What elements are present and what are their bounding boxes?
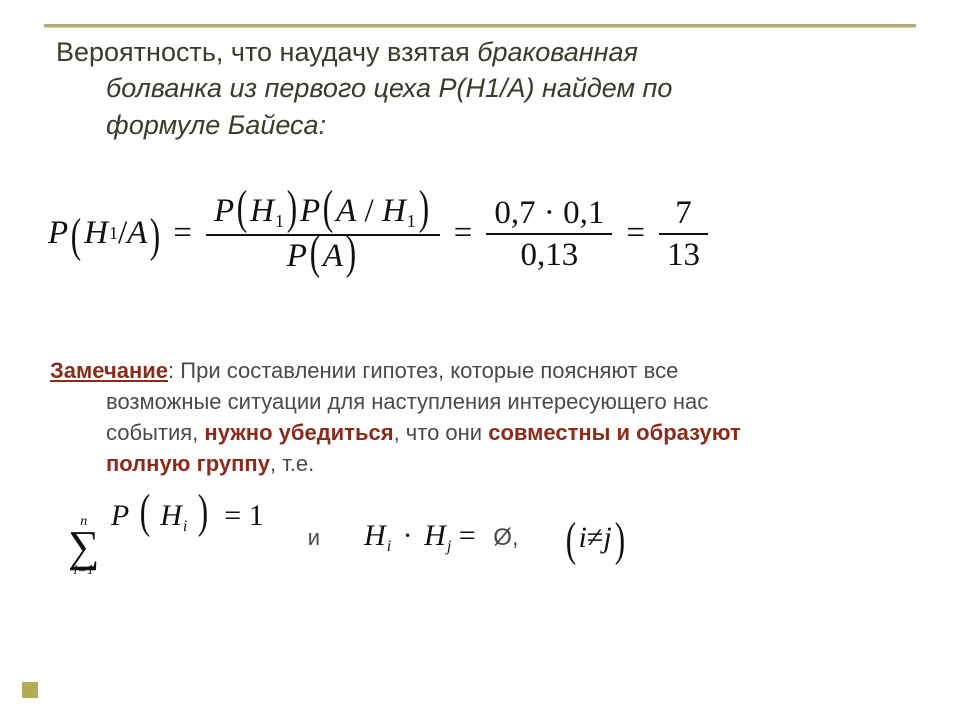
Hi-sub: i bbox=[387, 538, 391, 555]
eq1: = bbox=[173, 215, 192, 252]
note-line1: Замечание: При составлении гипотез, кото… bbox=[50, 358, 678, 383]
lhs-A: A bbox=[127, 215, 147, 252]
pl2: ( bbox=[237, 196, 247, 220]
lhs-sep: / bbox=[118, 215, 127, 252]
Hi: H bbox=[364, 519, 386, 552]
pr5: ) bbox=[198, 500, 208, 524]
slide: Вероятность, что наудачу взятая бракован… bbox=[0, 0, 960, 720]
pr6: ) bbox=[614, 528, 624, 552]
note-after-label: : При составлении гипотез, которые поясн… bbox=[168, 358, 678, 383]
Hj-sub: j bbox=[447, 538, 451, 555]
sum-sign: n ∑ i=1 bbox=[68, 515, 99, 579]
den-A: A bbox=[323, 238, 343, 274]
lhs-sub: 1 bbox=[109, 223, 118, 244]
top-rule bbox=[44, 24, 916, 28]
dot: · bbox=[403, 519, 413, 552]
frac3-num: 7 bbox=[667, 193, 700, 233]
num-P1: P bbox=[214, 193, 234, 229]
sigma-icon: ∑ bbox=[68, 527, 99, 567]
l3-red1: нужно убедиться bbox=[204, 420, 393, 445]
lhs: P ( H1 / A ) bbox=[48, 215, 163, 252]
cond-j: j bbox=[603, 521, 611, 555]
sum-H: H bbox=[160, 499, 182, 532]
title-line1: Вероятность, что наудачу взятая бракован… bbox=[50, 37, 638, 67]
pr3: ) bbox=[419, 196, 429, 220]
empty-set: Ø, bbox=[493, 524, 518, 551]
paren-r: ) bbox=[150, 224, 160, 248]
pr4: ) bbox=[346, 241, 356, 265]
frac2-den: 0,13 bbox=[513, 235, 587, 275]
title-block: Вероятность, что наудачу взятая бракован… bbox=[44, 34, 916, 143]
num-H: H bbox=[250, 193, 274, 229]
sum-expr: n ∑ i=1 P ( Hi ) = 1 bbox=[68, 498, 264, 579]
sum-rhs: = 1 bbox=[224, 499, 263, 532]
frac1-den: P(A) bbox=[279, 236, 367, 276]
pl5: ( bbox=[140, 500, 150, 524]
num-H2: H bbox=[382, 193, 406, 229]
title-pre: Вероятность, что наудачу взятая bbox=[56, 37, 477, 67]
l3-mid: , что они bbox=[394, 420, 489, 445]
note-line2: возможные ситуации для наступления интер… bbox=[50, 387, 906, 418]
l3-red2: совместны и образуют bbox=[488, 420, 741, 445]
paren-l: ( bbox=[71, 224, 81, 248]
num-H2sub: 1 bbox=[407, 211, 416, 231]
num-Hsub: 1 bbox=[275, 211, 284, 231]
sum-P: P bbox=[111, 499, 129, 532]
condition: ( i ≠ j ) bbox=[563, 521, 628, 555]
sum-Hsub: i bbox=[183, 518, 187, 535]
corner-square-icon bbox=[22, 682, 38, 698]
l4-tail: , т.е. bbox=[270, 451, 314, 476]
l4-red: полную группу bbox=[106, 451, 270, 476]
num-sep: / bbox=[356, 193, 382, 229]
Hj: H bbox=[424, 519, 446, 552]
eq-disjoint: = bbox=[459, 519, 483, 552]
note-line3: события, нужно убедиться, что они совмес… bbox=[50, 418, 906, 449]
disjoint-expr: Hi · Hj = Ø, bbox=[364, 519, 519, 556]
cond-i: i bbox=[579, 521, 587, 555]
and-word: и bbox=[308, 525, 320, 551]
title-line2: болванка из первого цеха P(H1/A) найдем … bbox=[50, 70, 910, 106]
pl3: ( bbox=[323, 196, 333, 220]
frac1: P(H1)P(A / H1) P(A) bbox=[206, 191, 440, 276]
note-line4: полную группу, т.е. bbox=[50, 449, 906, 480]
frac2: 0,7 · 0,1 0,13 bbox=[486, 193, 612, 276]
lhs-P: P bbox=[48, 215, 68, 252]
den-P: P bbox=[287, 238, 307, 274]
pr2: ) bbox=[287, 196, 297, 220]
eq3: = bbox=[626, 215, 645, 252]
frac3-den: 13 bbox=[659, 235, 708, 275]
pl4: ( bbox=[310, 241, 320, 265]
sum-bot: i=1 bbox=[74, 564, 94, 578]
l3-pre: события, bbox=[106, 420, 204, 445]
completeness-formula: n ∑ i=1 P ( Hi ) = 1 и Hi · Hj = Ø, ( i … bbox=[44, 498, 916, 579]
note-label: Замечание bbox=[50, 358, 168, 383]
note-block: Замечание: При составлении гипотез, кото… bbox=[44, 356, 916, 479]
title-line3: формуле Байеса: bbox=[50, 107, 910, 143]
lhs-H: H bbox=[84, 215, 108, 252]
bayes-formula: P ( H1 / A ) = P(H1)P(A / H1) P(A) = 0,7… bbox=[44, 191, 916, 276]
frac1-num: P(H1)P(A / H1) bbox=[206, 191, 440, 234]
cond-neq: ≠ bbox=[587, 521, 603, 555]
num-A: A bbox=[336, 193, 356, 229]
num-P2: P bbox=[300, 193, 320, 229]
title-ital1: бракованная bbox=[477, 37, 638, 67]
frac2-num: 0,7 · 0,1 bbox=[486, 193, 612, 233]
eq2: = bbox=[454, 215, 473, 252]
pl6: ( bbox=[565, 528, 575, 552]
frac3: 7 13 bbox=[659, 193, 708, 276]
